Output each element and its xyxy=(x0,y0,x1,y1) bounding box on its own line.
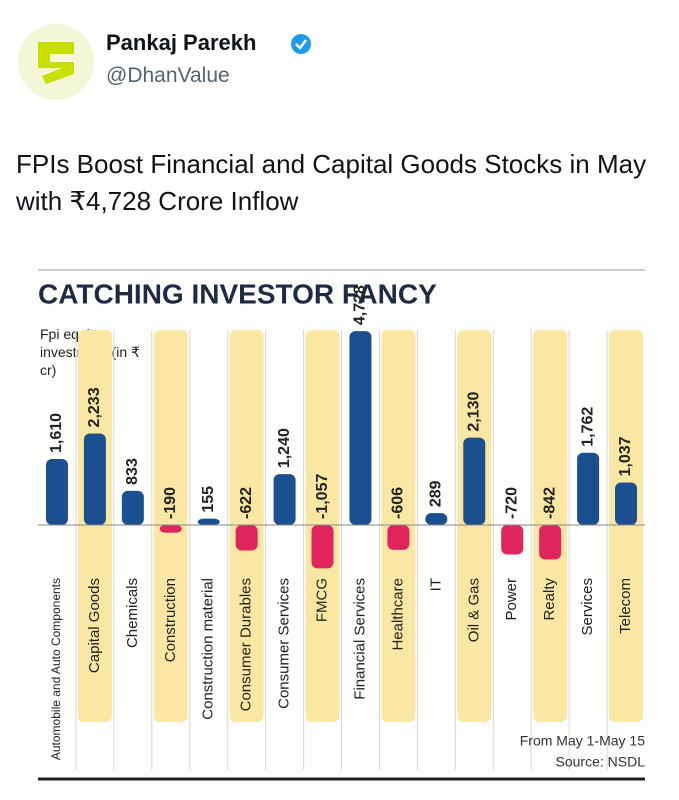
bar xyxy=(45,458,68,525)
category-label: Chemicals xyxy=(124,578,141,648)
category-label: Automobile and Auto Components xyxy=(49,578,63,760)
value-label: -720 xyxy=(503,487,520,519)
category-label: FMCG xyxy=(314,578,331,622)
bar xyxy=(121,490,144,525)
bar xyxy=(349,331,372,525)
value-label: 4,728 xyxy=(352,285,369,325)
avatar-logo xyxy=(38,42,74,84)
value-label: 1,610 xyxy=(48,413,65,453)
bar xyxy=(273,474,296,525)
author-handle[interactable]: @DhanValue xyxy=(106,64,230,87)
bar xyxy=(159,525,182,533)
avatar[interactable] xyxy=(16,22,96,102)
value-label: 2,130 xyxy=(466,392,483,432)
column-highlight xyxy=(609,330,643,722)
category-label: Oil & Gas xyxy=(465,578,482,642)
bar xyxy=(235,525,258,551)
bar xyxy=(463,437,486,525)
category-label: Capital Goods xyxy=(86,578,103,673)
bar xyxy=(425,513,448,525)
value-label: 1,037 xyxy=(617,436,634,476)
bar xyxy=(311,525,334,569)
chart-title: CATCHING INVESTOR FANCY xyxy=(38,278,437,309)
author-name[interactable]: Pankaj Parekh xyxy=(106,30,257,55)
value-label: 289 xyxy=(428,480,445,507)
post-text: FPIs Boost Financial and Capital Goods S… xyxy=(16,149,647,216)
category-label: Power xyxy=(503,578,520,621)
value-label: -842 xyxy=(541,487,558,519)
value-label: -190 xyxy=(162,487,179,519)
value-label: 155 xyxy=(200,486,217,513)
bar xyxy=(615,482,638,525)
value-label: -1,057 xyxy=(314,474,331,519)
value-label: 2,233 xyxy=(86,387,103,427)
bar xyxy=(539,525,562,560)
column-highlight xyxy=(77,330,112,722)
value-label: 1,762 xyxy=(579,407,596,447)
category-label: Telecom xyxy=(617,578,634,634)
category-label: IT xyxy=(427,578,444,591)
category-label: Financial Services xyxy=(351,578,368,700)
category-label: Healthcare xyxy=(389,578,406,651)
category-label: Consumer Services xyxy=(276,578,293,709)
category-label: Construction xyxy=(162,578,179,662)
value-label: 1,240 xyxy=(276,428,293,468)
bar xyxy=(197,518,220,525)
category-label: Consumer Durables xyxy=(238,578,255,711)
category-label: Services xyxy=(579,578,596,636)
bar xyxy=(577,452,600,525)
value-label: -622 xyxy=(238,487,255,519)
category-label: Construction material xyxy=(200,578,217,720)
bar xyxy=(387,525,410,550)
note: From May 1-May 15 xyxy=(520,733,645,749)
bar xyxy=(501,525,524,555)
column-highlight xyxy=(457,330,492,722)
bar xyxy=(83,433,106,525)
value-label: 833 xyxy=(124,458,141,485)
category-label: Realty xyxy=(541,578,558,621)
verified-badge xyxy=(291,34,311,54)
source: Source: NSDL xyxy=(556,754,646,770)
value-label: -606 xyxy=(390,487,407,519)
